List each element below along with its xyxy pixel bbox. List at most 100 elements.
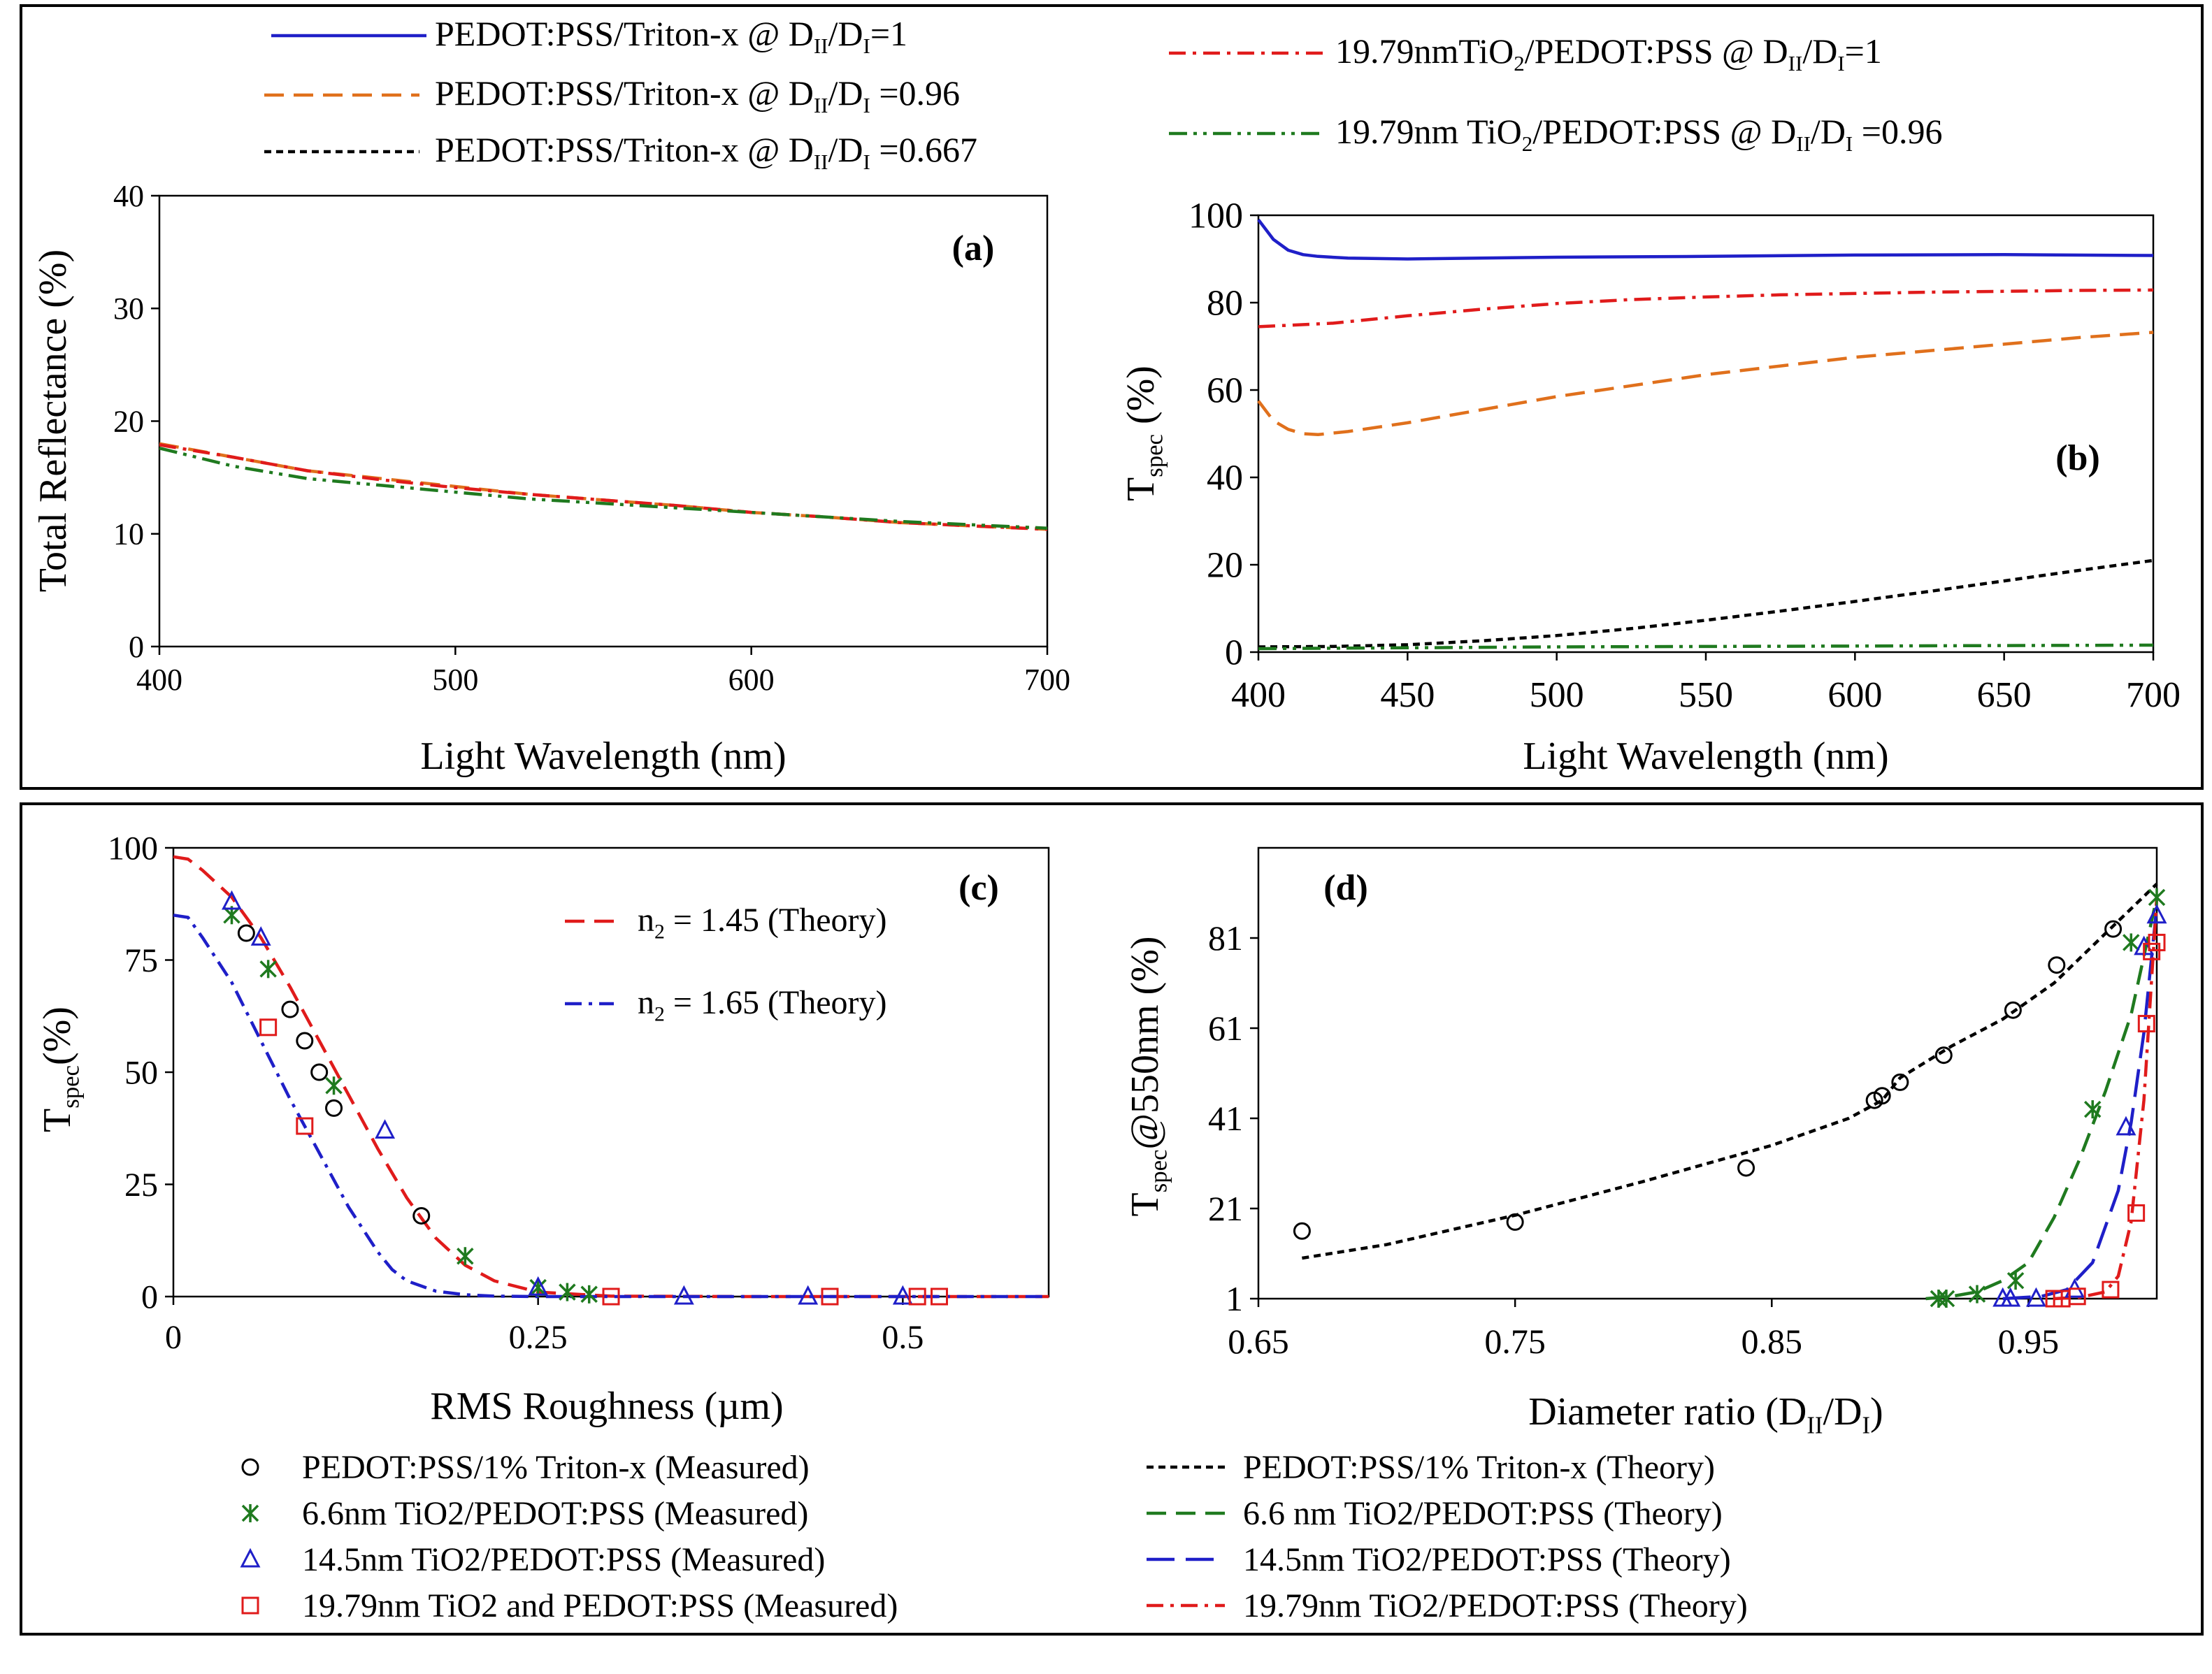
series-line (1257, 331, 2154, 437)
data-point (259, 960, 277, 979)
bottom-legend-label: PEDOT:PSS/1% Triton-x (Theory) (1243, 1449, 1715, 1486)
series-line (1258, 643, 2154, 651)
plot-area-frame (172, 846, 1050, 1298)
panel-label: (b) (2055, 438, 2100, 478)
y-axis-label: Tspec(%) (36, 1006, 84, 1132)
y-axis-label: Tspec (%) (1119, 366, 1168, 501)
series-line (159, 443, 1048, 531)
inner-legend-label-part-1: 2 (654, 1003, 665, 1026)
top-legend-label-part-2: /PEDOT:PSS @ D (1532, 112, 1796, 151)
y-axis-label-part-2: @550nm (%) (1123, 937, 1167, 1150)
top-legend-label-part-0: 19.79nmTiO (1335, 31, 1514, 71)
x-tick-label: 0 (165, 1319, 182, 1356)
y-axis-label: Total Reflectance (%) (31, 250, 75, 592)
top-legend-label-part-1: 2 (1522, 131, 1533, 156)
data-point (2000, 1287, 2021, 1307)
data-point (2102, 1280, 2120, 1299)
series-line (2053, 897, 2159, 1301)
y-axis-label-part-0: T (36, 1109, 79, 1132)
x-tick-label: 600 (728, 663, 775, 697)
x-tick-label: 400 (1231, 675, 1286, 715)
series-line (173, 855, 1049, 1299)
top-legend-label-part-1: 2 (1514, 51, 1525, 75)
top-legend-label-part-1: II (814, 93, 828, 117)
x-tick-label: 0.75 (1484, 1322, 1546, 1361)
x-tick-label: 650 (1977, 675, 2032, 715)
bottom-legend-label: 6.6 nm TiO2/PEDOT:PSS (Theory) (1243, 1495, 1723, 1532)
top-legend-label-part-1: II (814, 150, 828, 174)
inner-legend-label-part-0: n (638, 984, 654, 1021)
x-axis-label-part-1: II (1807, 1411, 1823, 1438)
y-axis-label-part-2: (%) (1119, 366, 1163, 434)
data-point (1937, 1290, 1955, 1308)
y-axis-label-part-0: T (1123, 1192, 1167, 1216)
series-line (1258, 288, 2154, 329)
series-line (1257, 218, 2154, 261)
bottom-legend-marker (241, 1458, 259, 1476)
top-legend-label-part-3: I (863, 93, 870, 117)
inner-legend-label-part-2: = 1.65 (Theory) (665, 984, 887, 1021)
data-point (580, 1285, 598, 1304)
series-line (159, 447, 1048, 530)
data-point (2004, 1001, 2022, 1019)
bottom-legend-marker (241, 1596, 259, 1615)
x-tick-label: 550 (1679, 675, 1733, 715)
series-line (1258, 558, 2154, 649)
y-tick-label: 75 (124, 942, 158, 979)
top-legend-label-part-3: II (1788, 51, 1803, 75)
top-legend-label-part-4: =0.96 (870, 73, 960, 113)
y-tick-label: 60 (1207, 371, 1243, 411)
panel-c: 0 0.25 0.5 0 25 50 75 100 (c) RMS Roughness (µm) T… (36, 830, 1050, 1428)
y-tick-label: 80 (1207, 284, 1243, 324)
series-line (1925, 897, 2159, 1301)
x-axis-label-part-2: /D (1823, 1390, 1862, 1434)
data-point (908, 1287, 926, 1306)
top-legend-label-part-3: II (1796, 131, 1811, 156)
x-tick-label: 400 (136, 663, 182, 697)
y-axis-label-part-1: spec (1140, 434, 1168, 477)
data-point (2104, 920, 2123, 938)
y-tick-label: 0 (129, 630, 144, 664)
plot-area-frame (1257, 846, 2158, 1300)
data-point (281, 1000, 299, 1018)
panel-a: 400 500 600 700 0 10 20 30 40 (a) Light Wavelength… (31, 179, 1070, 778)
data-point (602, 1287, 620, 1306)
bottom-legend-label: 19.79nm TiO2/PEDOT:PSS (Theory) (1243, 1587, 1748, 1624)
data-point (2025, 1287, 2046, 1307)
y-axis-label: Tspec@550nm (%) (1123, 937, 1172, 1217)
data-point (892, 1285, 913, 1305)
top-legend-label-part-4: /D (1811, 112, 1846, 151)
series-line (1302, 882, 2158, 1260)
x-tick-label: 600 (1827, 675, 1882, 715)
y-tick-label: 40 (113, 179, 144, 213)
top-legend-label-part-0: 19.79nm TiO (1335, 112, 1522, 151)
y-tick-label: 100 (108, 830, 158, 867)
y-tick-label: 100 (1188, 196, 1243, 236)
data-point (673, 1285, 694, 1305)
y-tick-label: 30 (113, 291, 144, 326)
top-legend-label-part-4: =1 (870, 14, 907, 53)
inner-legend-label-part-2: = 1.45 (Theory) (665, 902, 887, 939)
x-tick-label: 0.65 (1228, 1322, 1289, 1361)
data-point (931, 1287, 948, 1306)
top-legend-label: PEDOT:PSS/Triton-x @ DII/DI =0.96 (435, 73, 960, 117)
bottom-legend-marker (241, 1504, 259, 1522)
x-axis-label: RMS Roughness (µm) (430, 1385, 783, 1428)
series-line (2002, 906, 2159, 1301)
top-figure-frame (20, 4, 2204, 790)
data-point (296, 1032, 314, 1050)
y-tick-label: 41 (1208, 1099, 1243, 1138)
data-point (559, 1283, 576, 1301)
data-point (375, 1119, 396, 1139)
data-point (1506, 1213, 1524, 1231)
inner-legend-label-part-0: n (638, 902, 654, 939)
data-point (821, 1287, 839, 1306)
y-axis-label-part-0: T (1119, 477, 1163, 501)
top-legend-label-part-2: /D (828, 14, 863, 53)
series-line (159, 442, 1048, 531)
x-tick-label: 0.5 (882, 1319, 924, 1356)
data-point (2123, 933, 2140, 952)
x-axis-label: Light Wavelength (nm) (1523, 735, 1888, 778)
top-legend-label-part-2: /PEDOT:PSS @ D (1525, 31, 1788, 71)
